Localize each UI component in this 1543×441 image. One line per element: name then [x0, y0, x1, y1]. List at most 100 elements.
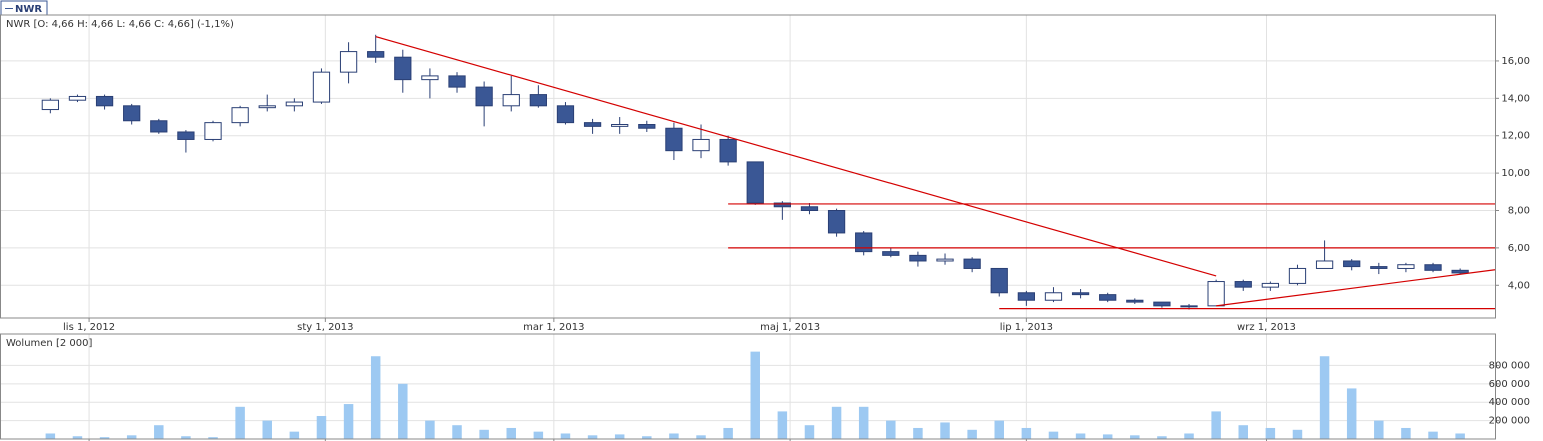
y-tick-label: 800 000	[1489, 360, 1530, 371]
volume-bar	[1238, 425, 1248, 439]
y-tick-label: 400 000	[1489, 397, 1530, 408]
volume-bar	[940, 422, 950, 439]
candle-body	[583, 122, 602, 127]
volume-bar	[1428, 431, 1438, 439]
candle-body	[204, 122, 222, 140]
volume-bar	[181, 436, 191, 439]
y-tick-label: 14,00	[1501, 93, 1530, 104]
symbol-label[interactable]: NWR	[15, 4, 42, 15]
y-tick-label: 4,00	[1508, 280, 1530, 291]
volume-bar	[1157, 436, 1167, 439]
volume-bar	[1184, 433, 1194, 439]
candle-body	[909, 254, 927, 262]
volume-bar	[72, 436, 83, 439]
volume-bar	[1075, 433, 1086, 439]
volume-bar	[533, 431, 544, 439]
panel-title: Wolumen [2 000]	[6, 338, 92, 349]
volume-bar	[1211, 411, 1221, 439]
candle-body	[529, 94, 547, 107]
candle-body	[95, 95, 114, 107]
candle-body	[1153, 301, 1171, 307]
volume-bar	[425, 420, 435, 439]
candle-body	[339, 51, 358, 73]
volume-bar	[560, 433, 571, 439]
volume-bar	[1130, 435, 1140, 439]
volume-bar	[1374, 420, 1384, 439]
panel-title: NWR [O: 4,66 H: 4,66 L: 4,66 C: 4,66] (-…	[6, 19, 234, 30]
y-tick-label: 16,00	[1501, 56, 1530, 67]
candle-body	[502, 94, 520, 107]
candle-body	[882, 251, 900, 256]
candle-body	[963, 258, 981, 269]
x-tick-label: maj 1, 2013	[760, 322, 820, 333]
candle-body	[285, 101, 303, 107]
candle-body	[746, 161, 764, 204]
volume-bar	[831, 406, 842, 439]
volume-bar	[994, 420, 1004, 439]
candle-body	[394, 56, 412, 81]
volume-bar	[886, 420, 896, 439]
volume-bar	[479, 429, 489, 439]
volume-bar	[1401, 427, 1411, 439]
y-tick-label: 10,00	[1501, 168, 1530, 179]
candle-body	[1044, 292, 1063, 301]
volume-bar	[235, 406, 245, 439]
candle-body	[448, 75, 466, 88]
x-tick-label: lis 1, 2012	[63, 322, 115, 333]
y-tick-label: 12,00	[1501, 131, 1530, 142]
candle-body	[1234, 281, 1252, 288]
candle-body	[990, 267, 1008, 294]
candle-body	[1017, 292, 1035, 301]
panel-background	[0, 334, 1496, 439]
y-tick-label: 6,00	[1508, 243, 1530, 254]
candle-body	[1424, 264, 1442, 271]
candle-body	[1343, 260, 1361, 268]
candle-body	[367, 51, 385, 58]
candle-body	[692, 138, 710, 152]
y-tick-label: 8,00	[1508, 206, 1530, 217]
volume-bar	[370, 356, 381, 439]
candle-body	[800, 206, 819, 211]
candle-body	[1180, 305, 1198, 308]
volume-bar	[289, 431, 300, 439]
candle-body	[68, 95, 87, 101]
candle-body	[150, 120, 168, 133]
volume-bar	[452, 425, 462, 439]
candle-body	[1071, 292, 1090, 296]
candle-body	[1126, 299, 1144, 303]
candle-body	[1288, 267, 1307, 284]
candle-body	[1207, 281, 1225, 307]
volume-bar	[154, 425, 164, 439]
volume-bar	[858, 406, 869, 439]
volume-bar	[696, 435, 706, 439]
candle-body	[827, 210, 846, 234]
candle-body	[556, 105, 575, 124]
candle-body	[1451, 269, 1469, 274]
x-tick-label: lip 1, 2013	[1000, 322, 1053, 333]
volume-bar	[750, 351, 760, 439]
volume-bar	[913, 427, 923, 439]
x-tick-label: mar 1, 2013	[523, 322, 584, 333]
candle-body	[719, 138, 737, 163]
volume-bar	[208, 437, 218, 439]
candle-body	[638, 124, 656, 129]
volume-bar	[506, 427, 516, 439]
candle-body	[312, 71, 331, 103]
candle-body	[773, 202, 791, 208]
x-tick-label: sty 1, 2013	[297, 322, 353, 333]
candle-body	[41, 99, 59, 111]
volume-bar	[1319, 356, 1330, 439]
volume-bar	[126, 435, 137, 439]
volume-bar	[99, 437, 110, 439]
x-tick-label: wrz 1, 2013	[1237, 322, 1296, 333]
candle-body	[1261, 282, 1279, 288]
candle-body	[1370, 266, 1388, 269]
volume-bar	[1048, 431, 1059, 439]
candle-body	[665, 127, 683, 152]
candle-body	[421, 75, 439, 81]
volume-bar	[1292, 429, 1303, 439]
candle-body	[231, 107, 249, 124]
volume-bar	[1102, 434, 1113, 439]
y-tick-label: 200 000	[1489, 416, 1530, 427]
